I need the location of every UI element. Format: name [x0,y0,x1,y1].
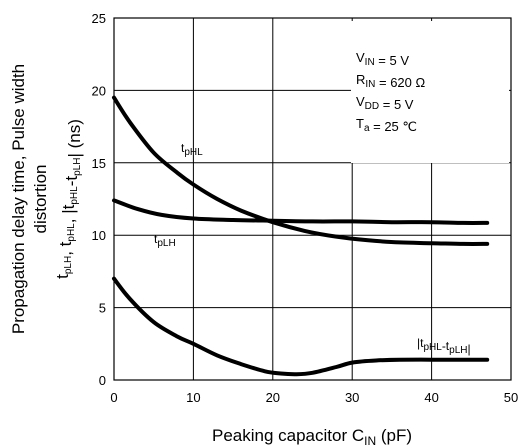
condition-0-value: = 5 V [375,53,410,68]
condition-3: Ta = 25 ℃ [356,116,417,134]
y-axis-label-line2: distortion [31,165,50,234]
y-axis-label-part-subscript: pLH [72,158,83,176]
y-axis-label-part-subscript: pHL [66,223,77,242]
annotation-diff: |tpHL-tpLH| [417,336,471,356]
condition-0: VIN = 5 V [356,50,409,68]
series-tplh-line [112,198,490,225]
condition-2-value: = 5 V [379,97,414,112]
annotation-tphl-text: t [181,141,185,155]
y-tick-label: 15 [92,156,106,171]
annotation-diff-subscript: pLH [449,345,467,356]
annotation-tplh-subscript: pLH [157,238,175,249]
conditions-box [351,21,509,163]
x-tick-label: 10 [186,390,200,405]
series-diff-line [112,276,490,377]
condition-0-text: V [356,50,365,65]
condition-1-text: R [356,72,365,87]
x-tick-label: 20 [266,390,280,405]
x-tick-label: 30 [345,390,359,405]
annotation-diff-text: |t [417,336,424,350]
y-axis-label-part-subscript: pHL [69,186,80,205]
y-axis-label-line1: Propagation delay time, Pulse width [9,64,28,334]
annotation-diff-subscript: pHL [423,342,442,353]
x-tick-labels: 0 10 20 30 40 50 [110,390,518,405]
condition-2: VDD = 5 V [356,94,414,112]
condition-2-text: V [356,94,365,109]
annotation-diff-text: | [468,342,471,356]
y-axis-label-part-text: | (ns) [65,119,84,157]
y-axis-label-part-text: t [53,274,72,279]
x-tick-label: 50 [504,390,518,405]
series-group [112,95,490,377]
x-tick-label: 40 [424,390,438,405]
y-axis-label-part-subscript: pLH [63,256,74,274]
y-axis-label-part-text: -t [62,176,81,187]
y-tick-label: 25 [92,11,106,26]
y-tick-label: 0 [99,373,106,388]
annotation-tphl-subscript: pHL [184,147,203,158]
condition-1-value: = 620 Ω [375,75,425,90]
annotation-tplh: tpLH [154,232,176,249]
x-axis-label: Peaking capacitor CIN (pF) [212,426,412,447]
plot-frame [113,17,512,381]
x-tick-label: 0 [110,390,117,405]
condition-3-subscript: a [364,123,370,134]
y-tick-label: 5 [99,301,106,316]
y-tick-label: 20 [92,83,106,98]
condition-3-value: = 25 ℃ [370,119,418,134]
annotation-tphl: tpHL [181,141,203,158]
condition-2-subscript: DD [365,101,379,112]
y-axis-label-part-text: , |t [59,204,78,223]
y-tick-label: 10 [92,228,106,243]
y-axis-label-part-text: , t [56,241,75,255]
annotation-diff-text: -t [442,339,450,353]
annotation-tplh-text: t [154,232,158,246]
condition-3-text: T [356,116,364,131]
condition-0-subscript: IN [365,57,375,68]
condition-1-subscript: IN [365,79,375,90]
y-tick-labels: 0 5 10 15 20 25 [92,11,106,388]
condition-1: RIN = 620 Ω [356,72,426,90]
y-axis-label-line3: tpLH, tpHL, |tpHL-tpLH| (ns) [53,119,84,279]
